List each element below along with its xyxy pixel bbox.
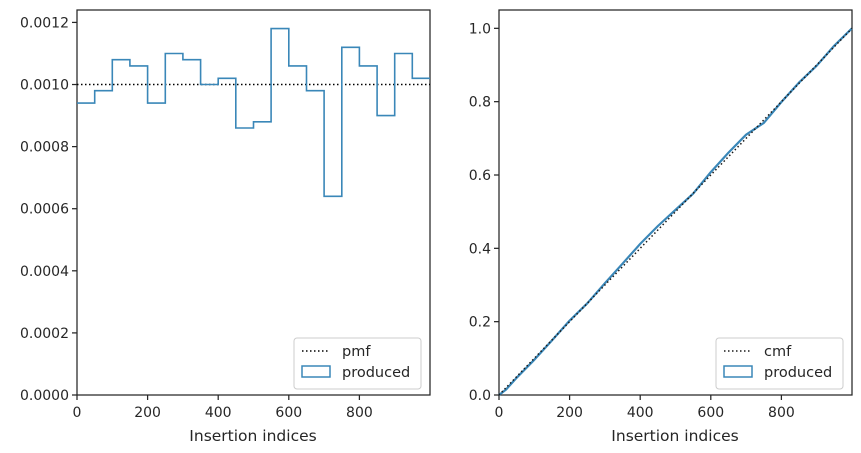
x-axis: 0 200 400 600 800 — [73, 395, 373, 421]
y-tick-label: 0.8 — [469, 95, 491, 111]
series-step-produced — [77, 27, 430, 198]
plot-area-frame — [76, 9, 431, 396]
series-layer — [77, 27, 430, 198]
legend-label-produced: produced — [764, 365, 832, 381]
y-tick-label: 0.0008 — [20, 140, 69, 156]
x-tick-label: 600 — [275, 405, 302, 421]
y-tick-label: 0.0004 — [20, 264, 69, 280]
y-tick-label: 0.4 — [469, 241, 491, 257]
chart-panel-histogram: 0.0000 0.0002 0.0004 0.0006 0.0008 0.0010 0.00… — [20, 9, 431, 445]
x-tick-label: 800 — [346, 405, 373, 421]
legend-label-cmf: cmf — [764, 344, 792, 360]
x-tick-label: 400 — [627, 405, 654, 421]
plot-area-frame — [498, 9, 853, 396]
x-axis-label: Insertion indices — [189, 427, 316, 445]
y-tick-label: 0.2 — [469, 315, 491, 331]
y-tick-label: 0.0002 — [20, 326, 69, 342]
x-tick-label: 0 — [495, 405, 504, 421]
y-tick-label: 0.0010 — [20, 78, 69, 94]
x-axis: 0 200 400 600 800 — [495, 395, 795, 421]
x-tick-label: 200 — [556, 405, 583, 421]
x-tick-label: 400 — [205, 405, 232, 421]
y-tick-label: 0.0012 — [20, 15, 69, 31]
y-tick-label: 0.0000 — [20, 388, 69, 404]
legend-swatch-produced — [723, 365, 753, 378]
x-tick-label: 0 — [73, 405, 82, 421]
x-tick-label: 600 — [697, 405, 724, 421]
x-axis-label: Insertion indices — [611, 427, 738, 445]
y-tick-label: 0.0006 — [20, 202, 69, 218]
legend: cmf produced — [715, 337, 844, 390]
y-tick-label: 0.6 — [469, 168, 491, 184]
legend-label-produced: produced — [342, 365, 410, 381]
y-tick-label: 1.0 — [469, 21, 491, 37]
legend-label-pmf: pmf — [342, 344, 371, 360]
series-layer — [498, 27, 853, 396]
y-tick-label: 0.0 — [469, 388, 491, 404]
series-line-cmf — [498, 27, 853, 396]
legend: pmf produced — [293, 337, 422, 390]
chart-panel-cumulative: 0.0 0.2 0.4 0.6 0.8 1.0 0 200 400 600 800 Inserti… — [469, 9, 853, 445]
y-axis: 0.0 0.2 0.4 0.6 0.8 1.0 — [469, 21, 499, 404]
legend-swatch-produced — [301, 365, 331, 378]
x-tick-label: 800 — [768, 405, 795, 421]
y-axis: 0.0000 0.0002 0.0004 0.0006 0.0008 0.0010 0.00… — [20, 15, 77, 404]
x-tick-label: 200 — [134, 405, 161, 421]
